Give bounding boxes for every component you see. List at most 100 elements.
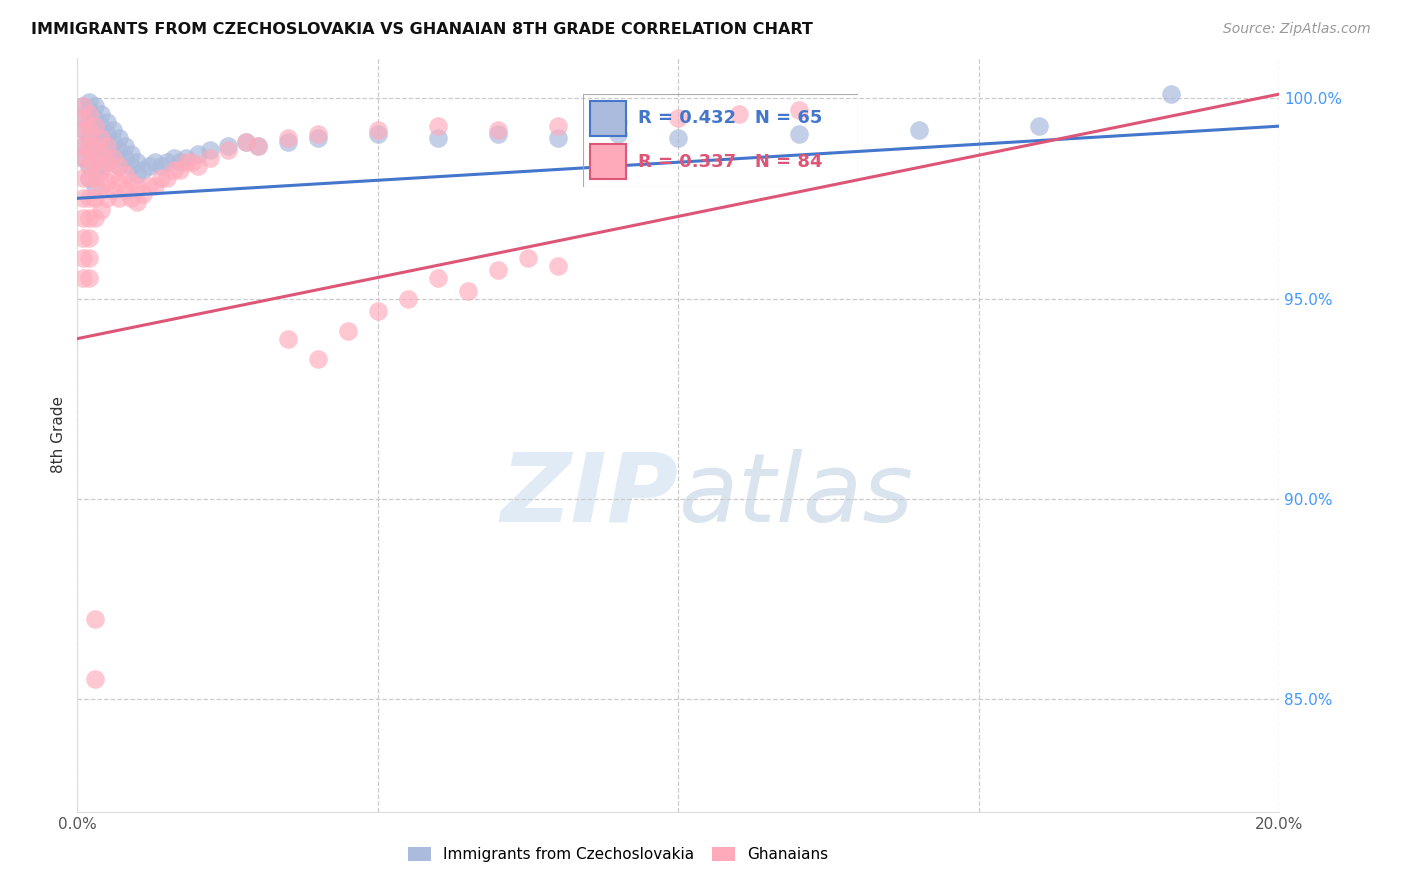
Point bbox=[79, 155, 101, 169]
Point bbox=[156, 155, 179, 169]
Text: ZIP: ZIP bbox=[501, 449, 679, 541]
Point bbox=[72, 151, 94, 165]
Point bbox=[96, 115, 118, 129]
Point bbox=[396, 292, 419, 306]
Point bbox=[96, 175, 118, 189]
Point bbox=[120, 147, 142, 161]
Point bbox=[90, 147, 112, 161]
Point bbox=[607, 115, 630, 129]
Point bbox=[547, 119, 569, 133]
Point bbox=[108, 143, 131, 157]
Point bbox=[72, 139, 94, 153]
Point bbox=[108, 159, 131, 173]
Point bbox=[174, 155, 197, 169]
Point bbox=[72, 252, 94, 266]
Point bbox=[132, 163, 155, 178]
Point bbox=[84, 163, 107, 178]
Point bbox=[72, 99, 94, 113]
Point bbox=[84, 171, 107, 186]
Point bbox=[79, 191, 101, 205]
Point bbox=[84, 123, 107, 137]
Point bbox=[457, 284, 479, 298]
Point bbox=[79, 95, 101, 109]
Point bbox=[127, 195, 149, 210]
Point bbox=[72, 123, 94, 137]
Point bbox=[668, 111, 690, 125]
Point bbox=[908, 123, 931, 137]
Point bbox=[84, 179, 107, 194]
Point bbox=[84, 612, 107, 626]
Point bbox=[180, 155, 202, 169]
Point bbox=[103, 183, 125, 197]
Point bbox=[72, 111, 94, 125]
Bar bbox=[591, 101, 626, 136]
Legend: Immigrants from Czechoslovakia, Ghanaians: Immigrants from Czechoslovakia, Ghanaian… bbox=[402, 840, 835, 868]
Text: atlas: atlas bbox=[679, 449, 914, 541]
Point bbox=[127, 167, 149, 181]
Point bbox=[72, 151, 94, 165]
Point bbox=[79, 171, 101, 186]
Point bbox=[277, 332, 299, 346]
Point bbox=[79, 107, 101, 121]
Point bbox=[114, 151, 136, 165]
Point bbox=[103, 135, 125, 149]
Point bbox=[787, 103, 810, 117]
Point bbox=[79, 123, 101, 137]
Point bbox=[156, 171, 179, 186]
Point bbox=[79, 252, 101, 266]
Point bbox=[162, 151, 184, 165]
Point bbox=[72, 231, 94, 245]
Point bbox=[79, 115, 101, 129]
Point bbox=[132, 187, 155, 202]
Point bbox=[90, 179, 112, 194]
Point bbox=[174, 151, 197, 165]
Point bbox=[103, 151, 125, 165]
Point bbox=[150, 171, 173, 186]
Point bbox=[336, 324, 359, 338]
Point bbox=[72, 99, 94, 113]
Point bbox=[103, 123, 125, 137]
Point bbox=[1028, 119, 1050, 133]
Point bbox=[90, 203, 112, 218]
Point bbox=[1160, 87, 1182, 101]
Point bbox=[84, 139, 107, 153]
Point bbox=[198, 143, 221, 157]
Point bbox=[72, 139, 94, 153]
Point bbox=[96, 139, 118, 153]
Point bbox=[90, 131, 112, 145]
Point bbox=[198, 151, 221, 165]
Point bbox=[127, 179, 149, 194]
Point bbox=[79, 159, 101, 173]
Point bbox=[84, 99, 107, 113]
Point bbox=[103, 151, 125, 165]
Point bbox=[727, 107, 749, 121]
Point bbox=[79, 211, 101, 226]
Point bbox=[103, 167, 125, 181]
Point bbox=[72, 111, 94, 125]
Point bbox=[169, 155, 191, 169]
Point bbox=[84, 111, 107, 125]
Point bbox=[120, 175, 142, 189]
Point bbox=[307, 131, 329, 145]
Point bbox=[96, 143, 118, 157]
Point bbox=[235, 135, 257, 149]
Point bbox=[169, 163, 191, 178]
Point bbox=[108, 131, 131, 145]
Point bbox=[72, 211, 94, 226]
Point bbox=[84, 673, 107, 687]
Point bbox=[486, 127, 509, 141]
Point bbox=[90, 119, 112, 133]
Point bbox=[235, 135, 257, 149]
Text: Source: ZipAtlas.com: Source: ZipAtlas.com bbox=[1223, 22, 1371, 37]
Point bbox=[427, 131, 450, 145]
Point bbox=[668, 131, 690, 145]
Point bbox=[186, 147, 209, 161]
Point bbox=[79, 231, 101, 245]
Point bbox=[108, 175, 131, 189]
Point bbox=[79, 131, 101, 145]
Point bbox=[217, 143, 239, 157]
Point bbox=[84, 191, 107, 205]
Point bbox=[277, 135, 299, 149]
Point bbox=[79, 103, 101, 117]
Point bbox=[367, 127, 389, 141]
